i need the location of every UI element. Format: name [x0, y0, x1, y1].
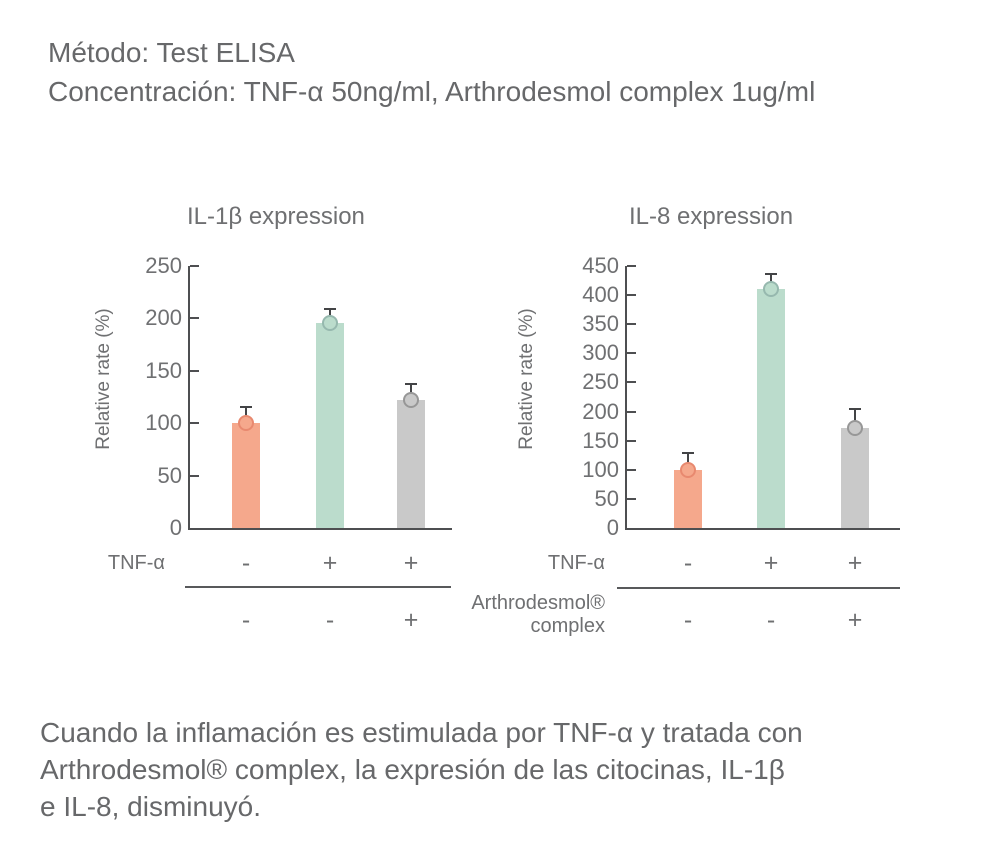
- y-tick: [190, 265, 199, 267]
- condition-sign: -: [683, 549, 693, 577]
- error-bar-cap: [682, 452, 694, 455]
- y-tick: [627, 497, 636, 500]
- y-tick-label: 400: [582, 282, 619, 308]
- bar-marker: [403, 392, 419, 409]
- condition-row-label: TNF-α: [107, 552, 165, 574]
- x-axis-line: [188, 528, 452, 530]
- y-tick-label: 100: [145, 410, 182, 436]
- y-tick-label: 0: [169, 515, 182, 540]
- y-tick-label: 100: [582, 456, 619, 482]
- bar: [757, 289, 785, 528]
- conclusion-line-1: Cuando la inflamación es estimulada por …: [40, 717, 803, 748]
- condition-divider-line: [617, 587, 900, 589]
- method-line: Método: Test ELISA: [48, 37, 295, 68]
- conclusion-paragraph: Cuando la inflamación es estimulada por …: [40, 714, 803, 825]
- bar-marker: [238, 415, 254, 432]
- y-tick: [190, 369, 199, 372]
- condition-sign: +: [763, 549, 779, 577]
- condition-sign: -: [766, 606, 776, 634]
- y-tick: [190, 317, 199, 320]
- y-axis-line: [188, 266, 190, 530]
- y-tick: [627, 381, 636, 384]
- bar-marker: [763, 281, 779, 298]
- condition-divider-line: [185, 586, 451, 588]
- y-tick: [627, 439, 636, 442]
- bar-marker: [322, 314, 338, 331]
- y-tick: [627, 468, 636, 471]
- condition-sign: -: [325, 606, 335, 634]
- y-tick: [627, 410, 636, 413]
- bar: [232, 423, 260, 528]
- condition-sign: +: [403, 549, 419, 577]
- bar: [674, 469, 702, 528]
- y-tick-label: 150: [145, 357, 182, 383]
- y-tick-label: 0: [606, 515, 619, 540]
- error-bar-line: [854, 409, 856, 429]
- bar-marker: [680, 461, 696, 478]
- y-tick: [190, 474, 199, 477]
- y-tick-label: 450: [582, 253, 619, 278]
- chart-title: IL-8 expression: [629, 203, 794, 230]
- condition-sign: -: [241, 549, 251, 577]
- x-axis-line: [625, 528, 900, 530]
- y-tick-label: 200: [145, 305, 182, 331]
- y-tick: [627, 323, 636, 326]
- method-header: Método: Test ELISA Concentración: TNF-α …: [48, 33, 815, 111]
- y-tick-label: 250: [145, 253, 182, 278]
- y-tick-label: 200: [582, 398, 619, 424]
- conclusion-line-3: e IL-8, disminuyó.: [40, 791, 261, 822]
- error-bar-line: [687, 453, 689, 470]
- condition-sign: -: [241, 606, 251, 634]
- concentration-line: Concentración: TNF-α 50ng/ml, Arthrodesm…: [48, 76, 816, 107]
- y-tick-label: 150: [582, 427, 619, 453]
- error-bar-cap: [324, 307, 336, 310]
- condition-row-label: TNF-α: [547, 552, 605, 574]
- bar: [316, 322, 344, 528]
- error-bar-cap: [405, 383, 417, 386]
- y-tick: [190, 422, 199, 425]
- y-tick-label: 250: [582, 369, 619, 395]
- y-axis-line: [625, 266, 627, 530]
- error-bar-cap: [849, 408, 861, 411]
- condition-sign: +: [322, 549, 338, 577]
- y-tick: [627, 265, 636, 267]
- bar: [841, 428, 869, 528]
- condition-sign: -: [683, 606, 693, 634]
- condition-row-label-line: Arthrodesmol®: [471, 592, 605, 614]
- bar-marker: [847, 420, 863, 437]
- condition-sign: +: [847, 549, 863, 577]
- y-tick-label: 50: [594, 485, 619, 511]
- error-bar-cap: [240, 406, 252, 409]
- condition-sign: +: [847, 606, 863, 634]
- error-bar-cap: [765, 272, 777, 275]
- condition-sign: +: [403, 606, 419, 634]
- y-tick: [627, 294, 636, 297]
- y-tick: [627, 352, 636, 355]
- condition-row-label-line: complex: [530, 615, 605, 637]
- conclusion-line-2: Arthrodesmol® complex, la expresión de l…: [40, 754, 785, 785]
- condition-row-label: Arthrodesmol® complex: [415, 592, 605, 638]
- y-tick-label: 50: [157, 462, 182, 488]
- y-axis-label: Relative rate (%): [516, 308, 537, 450]
- bar: [397, 400, 425, 528]
- y-tick-label: 300: [582, 340, 619, 366]
- y-tick-label: 350: [582, 311, 619, 337]
- chart-title: IL-1β expression: [187, 203, 365, 230]
